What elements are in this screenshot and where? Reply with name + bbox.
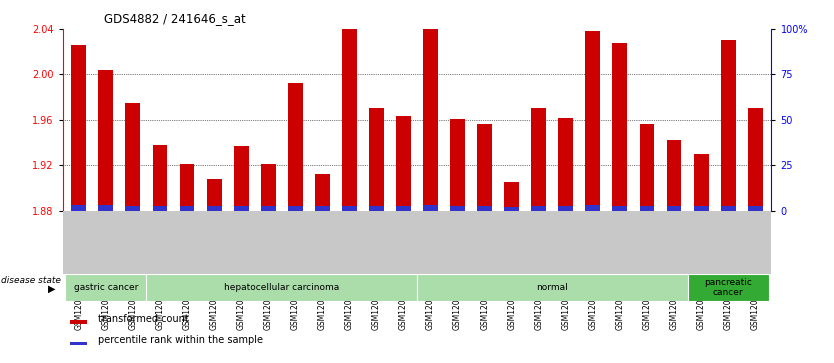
Bar [207,206,222,211]
Bar [477,206,492,211]
Bar [694,206,709,211]
Bar [315,174,329,211]
Bar [288,206,303,211]
Bar [72,205,86,211]
Bar [153,145,168,211]
Bar [153,206,168,211]
Bar [585,31,600,211]
Bar [288,83,303,211]
Bar [748,109,762,211]
Bar [98,70,113,211]
Bar [687,274,769,301]
Bar [69,321,88,324]
Bar [585,205,600,211]
Bar [559,118,573,211]
Bar [694,154,709,211]
Bar [396,117,411,211]
Bar [721,206,736,211]
Bar [207,179,222,211]
Bar [179,206,194,211]
Bar [666,206,681,211]
Bar [69,342,88,345]
Bar [342,29,357,211]
Bar [477,124,492,211]
Bar [640,206,655,211]
Bar [179,164,194,211]
Bar [315,206,329,211]
Text: pancreatic
cancer: pancreatic cancer [704,278,752,297]
Text: gastric cancer: gastric cancer [73,283,138,292]
Text: GDS4882 / 241646_s_at: GDS4882 / 241646_s_at [104,12,246,25]
Bar [65,274,147,301]
Bar [147,274,417,301]
Text: transformed count: transformed count [98,314,188,324]
Text: normal: normal [536,283,568,292]
Bar [450,119,465,211]
Bar [505,207,519,211]
Text: percentile rank within the sample: percentile rank within the sample [98,335,263,345]
Bar [234,206,249,211]
Bar [125,206,140,211]
Bar [369,206,384,211]
Bar [559,206,573,211]
Bar [396,206,411,211]
Text: ▶: ▶ [48,284,55,294]
Bar [531,206,546,211]
Bar [423,205,438,211]
Text: disease state: disease state [1,276,61,285]
Bar [72,45,86,211]
Bar [261,164,275,211]
Bar [450,206,465,211]
Bar [261,206,275,211]
Text: hepatocellular carcinoma: hepatocellular carcinoma [224,283,339,292]
Bar [417,274,687,301]
Bar [369,109,384,211]
Bar [531,109,546,211]
Bar [612,206,627,211]
Bar [98,205,113,211]
Bar [721,40,736,211]
Bar [125,103,140,211]
Bar [234,146,249,211]
Bar [666,140,681,211]
Bar [342,206,357,211]
Bar [505,182,519,211]
Bar [423,29,438,211]
Bar [612,42,627,211]
Bar [640,124,655,211]
Bar [748,206,762,211]
